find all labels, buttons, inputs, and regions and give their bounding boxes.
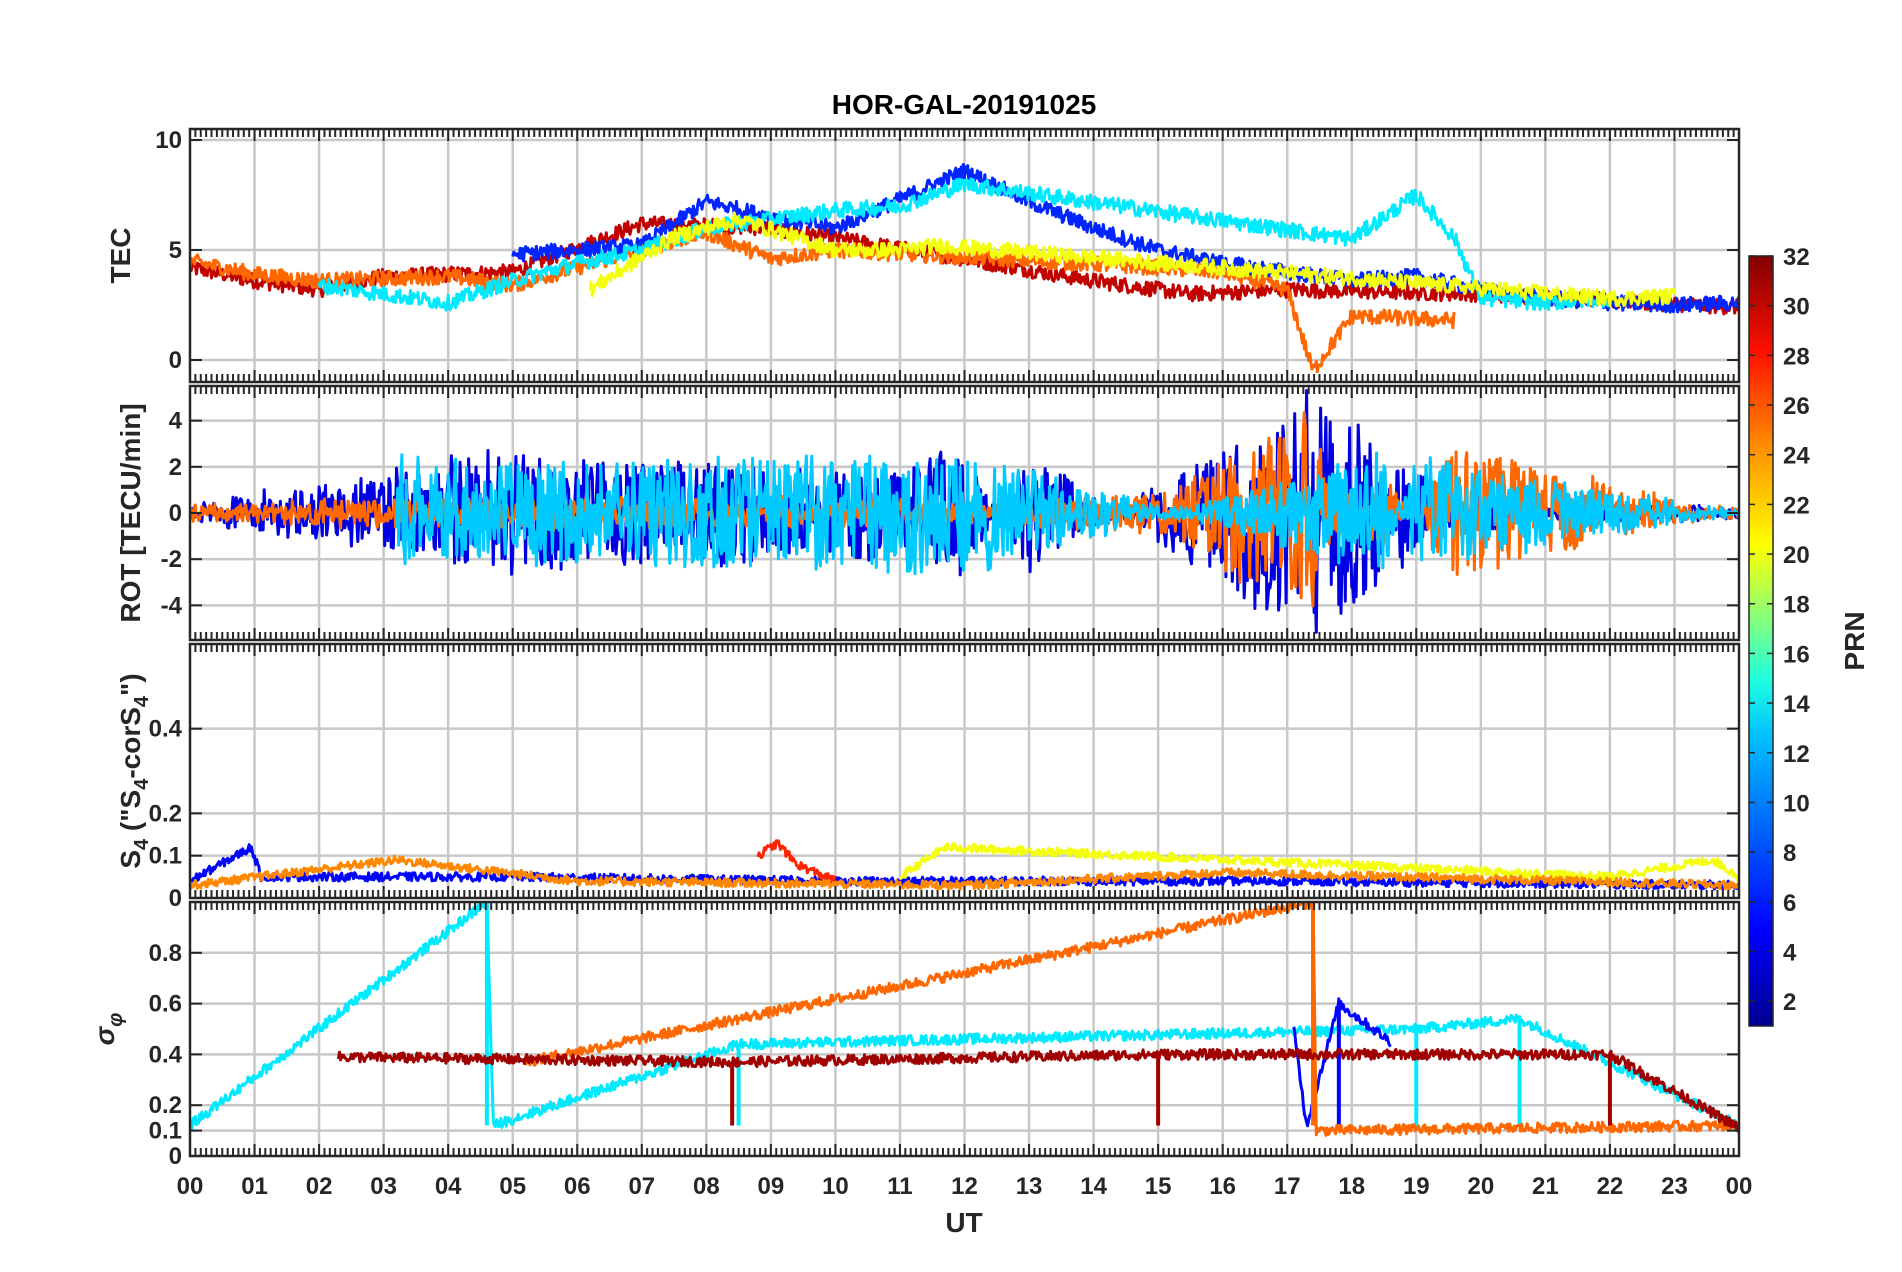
- y-tick-label: 0.4: [149, 716, 183, 743]
- series-line-prn-20: [899, 842, 1739, 882]
- y-tick-label: 0.2: [149, 800, 182, 827]
- x-tick-label: 07: [628, 1173, 655, 1200]
- x-tick-label: 09: [758, 1173, 785, 1200]
- y-tick-label: 0: [169, 885, 182, 912]
- x-tick-label: 14: [1080, 1173, 1107, 1200]
- y-axis-label-s4: S4 ("S4-corS4"): [115, 673, 153, 868]
- y-tick-label: 2: [169, 454, 182, 481]
- series-line-prn-12: [317, 177, 1612, 312]
- x-tick-label: 20: [1467, 1173, 1494, 1200]
- x-tick-label: 08: [693, 1173, 720, 1200]
- colorbar-tick-label: 14: [1783, 691, 1810, 718]
- x-tick-label: 12: [951, 1173, 978, 1200]
- x-tick-label: 00: [1726, 1173, 1753, 1200]
- x-tick-label: 05: [499, 1173, 526, 1200]
- colorbar-tick-label: 22: [1783, 492, 1810, 519]
- colorbar-tick-label: 24: [1783, 443, 1810, 470]
- x-tick-label: 18: [1338, 1173, 1365, 1200]
- y-axis-label-part: ("S: [115, 790, 146, 839]
- y-tick-label: 0.4: [149, 1041, 183, 1068]
- x-tick-label: 06: [564, 1173, 591, 1200]
- panel-s4: 00.10.20.4S4 ("S4-corS4"): [115, 642, 1741, 912]
- y-axis-label-part: 4: [131, 838, 153, 850]
- y-axis-label-tec: TEC: [105, 228, 136, 284]
- x-tick-label: 23: [1661, 1173, 1688, 1200]
- x-tick-label: 03: [370, 1173, 397, 1200]
- y-tick-label: 4: [169, 408, 183, 435]
- colorbar-tick-label: 26: [1783, 393, 1810, 420]
- colorbar-tick-label: 32: [1783, 244, 1810, 271]
- colorbar-tick-label: 6: [1783, 890, 1796, 917]
- y-axis-label-part: 4: [131, 695, 153, 707]
- y-tick-label: 5: [169, 237, 182, 264]
- y-tick-label: -2: [161, 546, 182, 573]
- x-tick-label: 00: [177, 1173, 204, 1200]
- colorbar-tick-label: 2: [1783, 989, 1796, 1016]
- y-tick-label: 0.1: [149, 1118, 182, 1145]
- y-axis-label-part: φ: [105, 1013, 127, 1027]
- series-line-prn-12: [190, 902, 1739, 1131]
- series-line-prn-6: [511, 163, 1739, 314]
- y-axis-label-part: "): [115, 673, 146, 696]
- colorbar-tick-label: 16: [1783, 641, 1810, 668]
- colorbar-tick-label: 12: [1783, 741, 1810, 768]
- y-tick-label: 0.1: [149, 843, 182, 870]
- colorbar-tick-label: 4: [1783, 939, 1797, 966]
- x-tick-label: 15: [1145, 1173, 1172, 1200]
- y-tick-label: 0: [169, 347, 182, 374]
- chart-title: HOR-GAL-20191025: [832, 89, 1097, 120]
- x-tick-label: 16: [1209, 1173, 1236, 1200]
- series-line-prn-24: [190, 854, 1739, 891]
- colorbar-tick-label: 28: [1783, 343, 1810, 370]
- panel-tec: 0 5 10 TEC: [105, 127, 1741, 384]
- y-tick-label: 0.8: [149, 940, 182, 967]
- panel-rot-series: [190, 389, 1739, 634]
- colorbar-gradient: [1748, 255, 1774, 1027]
- series-line-prn-31: [336, 1047, 1739, 1133]
- x-axis-label: UT: [945, 1207, 982, 1238]
- x-tick-label: 17: [1274, 1173, 1301, 1200]
- colorbar-tick-label: 20: [1783, 542, 1810, 569]
- panel-sigma_phi-series: [190, 902, 1739, 1137]
- x-tick-label: 01: [241, 1173, 268, 1200]
- y-axis-label-rot: ROT [TECU/min]: [115, 403, 146, 622]
- series-line-prn-20: [588, 211, 1676, 308]
- x-tick-label: 10: [822, 1173, 849, 1200]
- y-tick-label: 0.2: [149, 1092, 182, 1119]
- y-tick-label: 0: [169, 500, 182, 527]
- y-axis-label-sigma_phi: σφ: [89, 1013, 127, 1046]
- x-tick-label: 13: [1016, 1173, 1043, 1200]
- colorbar-tick-label: 18: [1783, 592, 1810, 619]
- colorbar-tick-label: 30: [1783, 294, 1810, 321]
- panel-sigma_phi: 00.10.2 0.4 0.6 0.8 σφ: [89, 900, 1741, 1170]
- y-axis-label-part: S: [115, 850, 146, 869]
- y-axis-label-part: 4: [131, 778, 153, 790]
- colorbar-label: PRN: [1839, 611, 1870, 670]
- panel-s4-series: [190, 839, 1739, 891]
- x-tick-label: 11: [887, 1173, 912, 1200]
- panel-rot: -4 -2 0 2 4 ROT [TECU/min]: [115, 384, 1741, 642]
- y-tick-label: 0: [169, 1143, 182, 1170]
- series-line-prn-5: [1292, 997, 1392, 1128]
- x-tick-label: 02: [306, 1173, 333, 1200]
- y-axis-label-part: σ: [89, 1025, 120, 1045]
- colorbar-tick-label: 8: [1783, 840, 1796, 867]
- y-tick-label: 10: [155, 127, 182, 154]
- x-tick-label: 19: [1403, 1173, 1430, 1200]
- x-tick-label: 22: [1597, 1173, 1624, 1200]
- x-tick-label: 04: [435, 1173, 462, 1200]
- panel-tec-series: [190, 163, 1739, 374]
- x-tick-label: 21: [1532, 1173, 1559, 1200]
- y-axis-label-part: -corS: [115, 707, 146, 779]
- colorbar-tick-label: 10: [1783, 790, 1810, 817]
- series-line-prn-25: [524, 902, 1739, 1137]
- series-line-prn-11: [395, 451, 1739, 576]
- y-tick-label: -4: [161, 592, 183, 619]
- series-line-prn-27: [756, 839, 837, 883]
- y-tick-label: 0.6: [149, 991, 182, 1018]
